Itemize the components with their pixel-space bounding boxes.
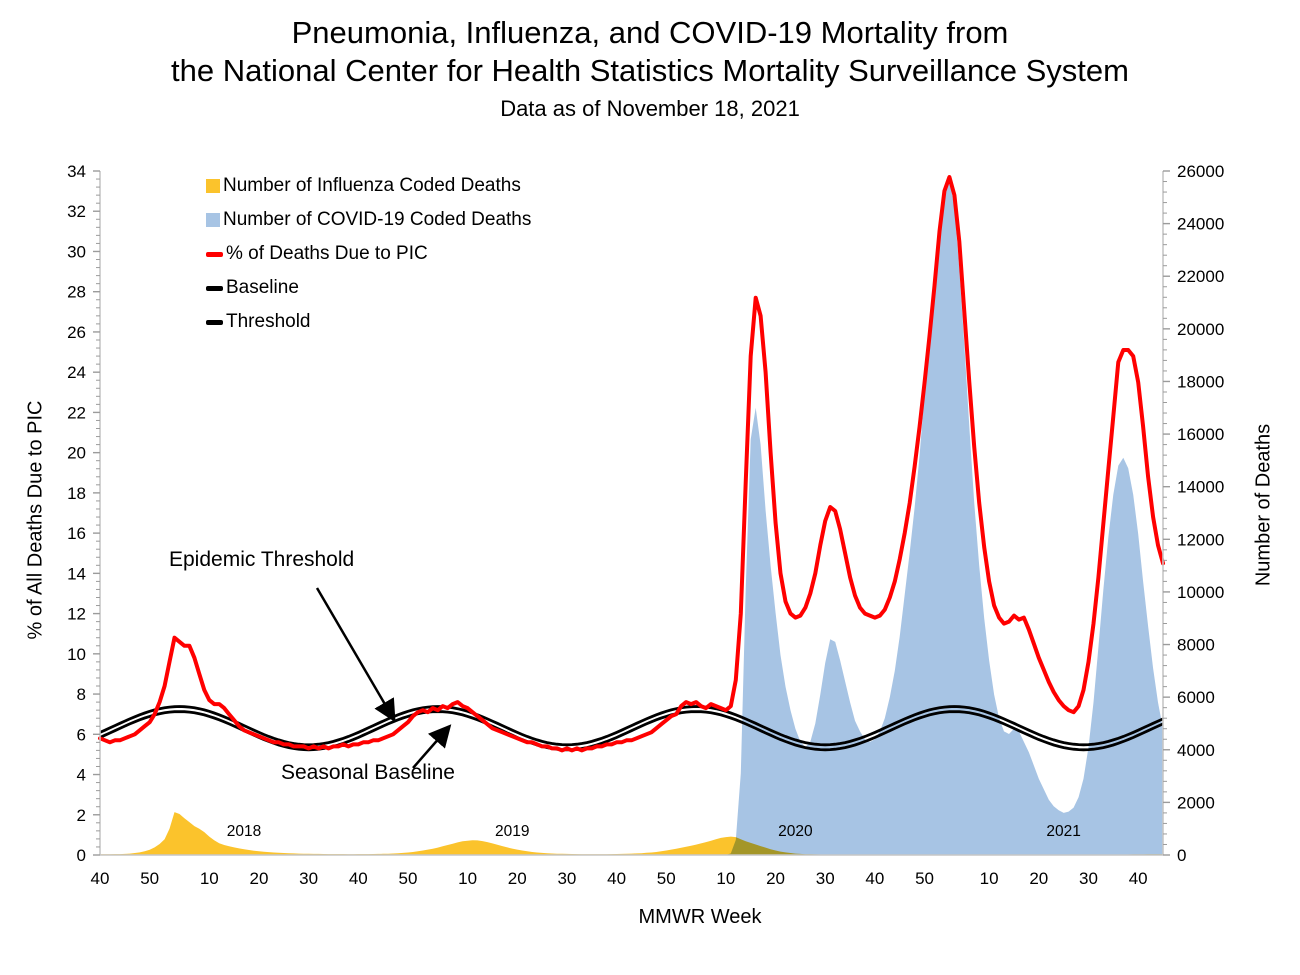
x-axis-tick-label: 30 — [1079, 869, 1098, 888]
x-axis-tick-label: 40 — [607, 869, 626, 888]
legend-item-influenza: Number of Influenza Coded Deaths — [206, 169, 531, 203]
left-axis-tick-label: 32 — [67, 202, 86, 221]
x-axis-tick-label: 10 — [980, 869, 999, 888]
left-axis-tick-label: 30 — [67, 242, 86, 261]
influenza-area-path — [100, 812, 1163, 855]
left-axis-tick-label: 0 — [77, 846, 86, 865]
left-axis-title: % of All Deaths Due to PIC — [24, 400, 47, 640]
left-axis-tick-label: 12 — [67, 605, 86, 624]
chart-subtitle: Data as of November 18, 2021 — [500, 96, 800, 121]
threshold-line-swatch — [206, 319, 223, 325]
threshold-curve — [99, 705, 1164, 747]
left-axis-tick-label: 6 — [77, 725, 86, 744]
baseline-curve — [99, 710, 1164, 752]
left-axis-tick-label: 22 — [67, 403, 86, 422]
x-axis-tick-label: 10 — [458, 869, 477, 888]
x-axis-title: MMWR Week — [638, 906, 762, 928]
chart-title-line2: the National Center for Health Statistic… — [171, 53, 1129, 88]
legend-label: % of Deaths Due to PIC — [226, 243, 428, 264]
epidemic-threshold-arrow — [315, 587, 396, 723]
left-axis-tick-label: 8 — [77, 685, 86, 704]
pic-percent-line-swatch — [206, 251, 223, 257]
x-axis-tick-label: 20 — [1029, 869, 1048, 888]
right-axis-tick-label: 12000 — [1177, 530, 1224, 549]
left-axis-tick-label: 28 — [67, 283, 86, 302]
influenza-area-swatch — [206, 179, 220, 193]
covid-area-swatch — [206, 213, 220, 227]
x-axis-tick-label: 10 — [200, 869, 219, 888]
legend-label: Baseline — [226, 277, 299, 298]
epidemic-threshold-annotation: Epidemic Threshold — [169, 548, 355, 571]
right-axis-tick-label: 14000 — [1177, 478, 1224, 497]
pic-percent-line — [98, 175, 1165, 753]
title-block: Pneumonia, Influenza, and COVID-19 Morta… — [0, 14, 1300, 122]
annotation-arrows — [315, 587, 452, 769]
plot-layer: 0246810121416182022242628303234020004000… — [67, 162, 1224, 888]
left-axis-tick-label: 34 — [67, 162, 86, 181]
x-axis-tick-label: 30 — [816, 869, 835, 888]
x-axis-tick-label: 50 — [657, 869, 676, 888]
right-axis-tick-label: 16000 — [1177, 425, 1224, 444]
x-axis-tick-label: 20 — [766, 869, 785, 888]
seasonal-baseline-arrow — [412, 724, 452, 769]
right-axis-tick-label: 22000 — [1177, 267, 1224, 286]
covid-area-path — [100, 178, 1163, 855]
right-axis-tick-label: 24000 — [1177, 215, 1224, 234]
right-axis-tick-label: 6000 — [1177, 688, 1215, 707]
legend-label: Threshold — [226, 311, 311, 332]
x-axis-tick-label: 20 — [508, 869, 527, 888]
legend-item-pic-percent: % of Deaths Due to PIC — [206, 237, 531, 271]
left-axis-tick-label: 16 — [67, 524, 86, 543]
chart-title-line1: Pneumonia, Influenza, and COVID-19 Morta… — [291, 15, 1009, 50]
legend-label: Number of COVID-19 Coded Deaths — [223, 209, 532, 230]
left-axis-tick-label: 4 — [77, 766, 86, 785]
left-axis-tick-label: 20 — [67, 444, 86, 463]
right-axis-title: Number of Deaths — [1252, 423, 1275, 587]
right-axis-tick-label: 18000 — [1177, 372, 1224, 391]
right-axis-tick-label: 0 — [1177, 846, 1186, 865]
x-axis-tick-label: 20 — [249, 869, 268, 888]
right-axis-tick-label: 8000 — [1177, 636, 1215, 655]
x-axis-tick-label: 50 — [915, 869, 934, 888]
left-axis-tick-label: 26 — [67, 323, 86, 342]
right-axis-tick-label: 2000 — [1177, 793, 1215, 812]
right-axis-tick-label: 10000 — [1177, 583, 1224, 602]
x-axis-tick-label: 40 — [349, 869, 368, 888]
left-axis-tick-label: 18 — [67, 484, 86, 503]
legend-label: Number of Influenza Coded Deaths — [223, 175, 521, 196]
x-axis-tick-label: 40 — [865, 869, 884, 888]
year-label: 2021 — [1046, 823, 1080, 840]
year-label: 2020 — [778, 823, 813, 840]
left-axis-tick-label: 2 — [77, 806, 86, 825]
left-axis-tick-label: 14 — [67, 564, 86, 583]
baseline-line-swatch — [206, 285, 223, 291]
right-axis-tick-label: 26000 — [1177, 162, 1224, 181]
x-axis-tick-label: 50 — [399, 869, 418, 888]
right-axis-tick-label: 4000 — [1177, 741, 1215, 760]
legend-item-covid: Number of COVID-19 Coded Deaths — [206, 203, 531, 237]
x-axis-tick-label: 40 — [1129, 869, 1148, 888]
x-axis-tick-label: 30 — [557, 869, 576, 888]
year-label: 2019 — [495, 823, 529, 840]
x-axis-tick-label: 30 — [299, 869, 318, 888]
right-axis-tick-label: 20000 — [1177, 320, 1224, 339]
x-axis-tick-label: 10 — [716, 869, 735, 888]
year-label: 2018 — [227, 823, 261, 840]
x-axis-tick-label: 50 — [140, 869, 159, 888]
seasonal-baseline-annotation: Seasonal Baseline — [281, 761, 455, 784]
legend-item-threshold: Threshold — [206, 305, 531, 339]
legend: Number of Influenza Coded Deaths Number … — [206, 169, 531, 339]
x-axis-tick-label: 40 — [91, 869, 110, 888]
legend-item-baseline: Baseline — [206, 271, 531, 305]
left-axis-tick-label: 10 — [67, 645, 86, 664]
left-axis-tick-label: 24 — [67, 363, 86, 382]
